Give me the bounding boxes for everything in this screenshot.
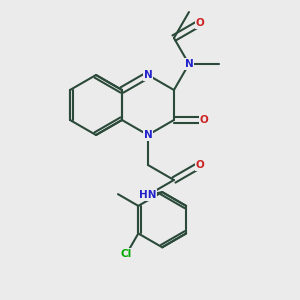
Text: N: N <box>144 70 152 80</box>
Text: O: O <box>196 160 204 170</box>
Text: O: O <box>196 18 204 28</box>
Text: N: N <box>144 130 152 140</box>
Text: HN: HN <box>139 190 157 200</box>
Text: Cl: Cl <box>121 249 132 259</box>
Text: O: O <box>200 115 208 125</box>
Text: N: N <box>184 59 193 69</box>
